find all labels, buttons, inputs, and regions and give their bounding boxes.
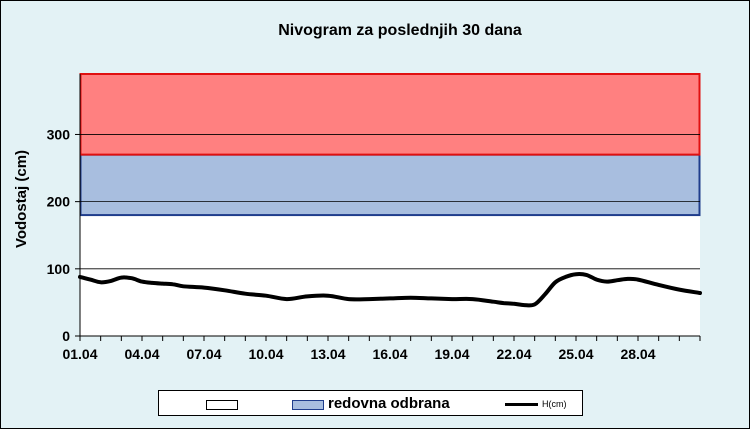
legend: redovna odbrana H(cm) <box>158 390 583 416</box>
y-axis-label: Vodostaj (cm) <box>13 150 30 248</box>
chart-title: Nivogram za poslednjih 30 dana <box>278 22 522 39</box>
legend-label-h-cm: H(cm) <box>542 399 567 409</box>
threshold-band-1 <box>79 73 701 156</box>
y-axis-ticks: 0 100 200 300 <box>47 126 80 344</box>
y-tick-label: 300 <box>47 126 71 142</box>
x-tick-label: 22.04 <box>496 346 531 362</box>
x-tick-label: 25.04 <box>558 346 593 362</box>
series-line-0 <box>78 272 702 308</box>
legend-line-h-cm <box>505 403 538 406</box>
gridlines <box>80 134 700 270</box>
series-layer <box>78 272 702 308</box>
y-tick-label: 200 <box>47 194 71 210</box>
x-tick-label: 10.04 <box>248 346 283 362</box>
threshold-bands <box>79 73 701 217</box>
x-axis-ticks: 01.04 04.04 07.04 10.04 13.04 16.04 19.04 22.04… <box>62 336 701 362</box>
x-tick-label: 28.04 <box>620 346 655 362</box>
legend-swatch-blank <box>206 400 238 410</box>
y-tick-label: 100 <box>47 261 71 277</box>
x-tick-label: 19.04 <box>434 346 469 362</box>
threshold-band-0 <box>79 153 701 217</box>
legend-swatch-redovna-odbrana <box>292 400 324 410</box>
x-tick-label: 07.04 <box>186 346 221 362</box>
x-tick-label: 04.04 <box>124 346 159 362</box>
legend-label-redovna-odbrana: redovna odbrana <box>328 395 450 412</box>
x-tick-label: 16.04 <box>372 346 407 362</box>
x-tick-label: 01.04 <box>62 346 97 362</box>
y-tick-label: 0 <box>62 328 70 344</box>
x-tick-label: 13.04 <box>310 346 345 362</box>
